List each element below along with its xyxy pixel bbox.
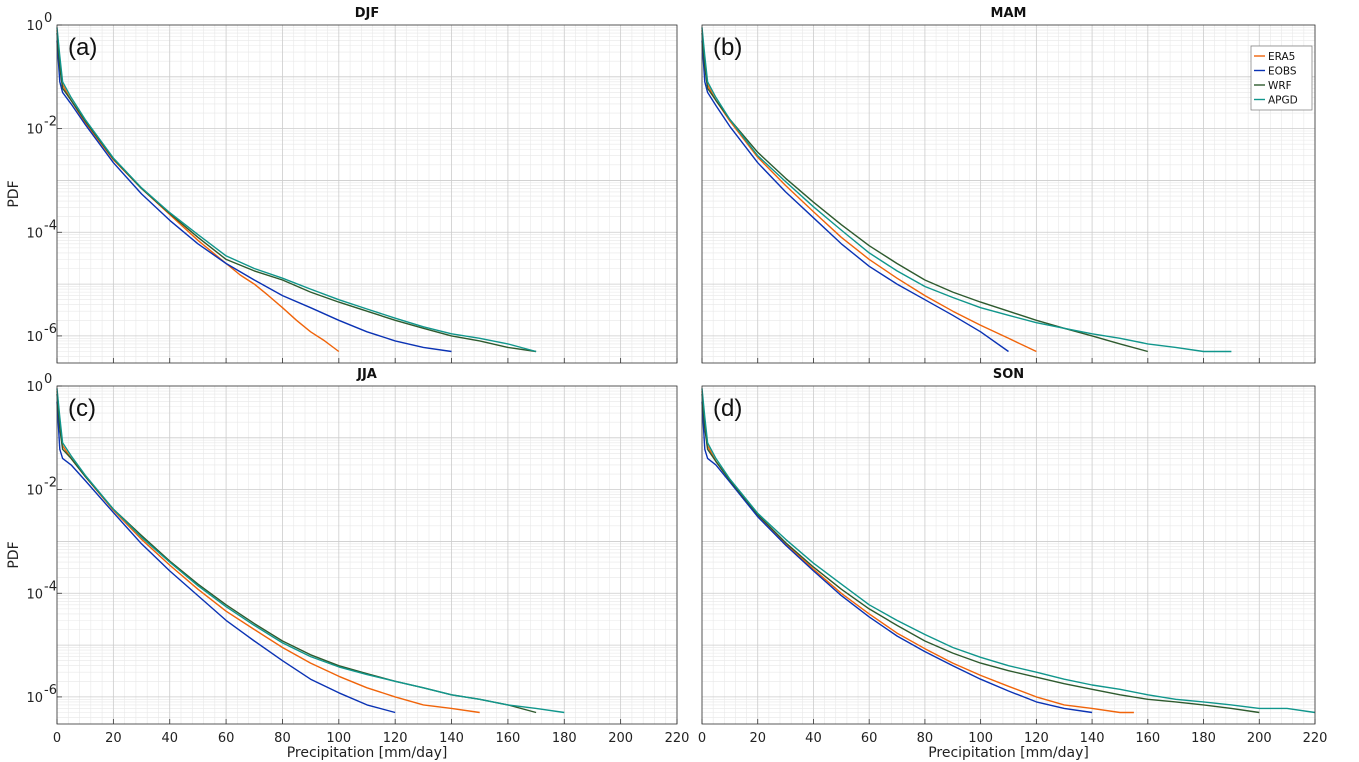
x-tick-label: 200: [1247, 731, 1272, 746]
axes-frame: [56, 24, 678, 364]
panel-title: JJA: [356, 367, 377, 382]
panel-letter: (c): [68, 395, 96, 422]
x-tick-label: 80: [274, 731, 291, 746]
x-axis-label: Precipitation [mm/day]: [928, 745, 1089, 761]
series-line-eobs: [56, 40, 452, 353]
x-tick-label: 40: [161, 731, 178, 746]
y-tick-exponent: -2: [44, 476, 57, 491]
x-tick-label: 160: [1135, 731, 1160, 746]
x-tick-label: 60: [861, 731, 878, 746]
series-line-apgd: [701, 27, 1232, 353]
series-line-wrf: [56, 32, 537, 353]
x-tick-label: 120: [383, 731, 408, 746]
y-tick-exponent: -4: [44, 579, 57, 594]
series-line-apgd: [56, 388, 565, 714]
plot-area: [702, 386, 1315, 724]
x-tick-label: 60: [218, 731, 235, 746]
x-tick-label: 100: [326, 731, 351, 746]
panel-jja: 0 20 40 60 80 100 120 140 160 180 200 22010010-210-…: [6, 367, 689, 761]
y-tick-label: 10: [26, 380, 43, 395]
x-tick-label: 80: [917, 731, 934, 746]
legend-entry-eobs: EOBS: [1268, 66, 1297, 78]
y-tick-exponent: 0: [44, 11, 52, 26]
series-line-apgd: [56, 27, 537, 353]
y-tick-exponent: -6: [44, 322, 57, 337]
y-axis-label: PDF: [6, 541, 22, 568]
x-tick-label: 200: [608, 731, 633, 746]
y-tick-exponent: 0: [44, 372, 52, 387]
panel-title: DJF: [355, 6, 380, 21]
x-tick-label: 100: [968, 731, 993, 746]
x-tick-label: 160: [495, 731, 520, 746]
x-tick-label: 220: [665, 731, 690, 746]
y-tick-label: 10: [26, 123, 43, 138]
series-line-wrf: [701, 393, 1260, 714]
plot-area: [57, 25, 677, 363]
y-axis-label: PDF: [6, 180, 22, 207]
legend: ERA5 EOBS WRF APGD: [1250, 45, 1313, 111]
series-group: [701, 388, 1316, 714]
legend-entry-era5: ERA5: [1268, 51, 1295, 63]
series-line-eobs: [701, 401, 1093, 714]
y-tick-exponent: -6: [44, 683, 57, 698]
series-group: [56, 27, 537, 353]
x-tick-label: 180: [1191, 731, 1216, 746]
legend-entry-apgd: APGD: [1268, 95, 1298, 107]
y-tick-exponent: -4: [44, 218, 57, 233]
axes-frame: [701, 385, 1316, 725]
y-tick-label: 10: [26, 330, 43, 345]
y-tick-label: 10: [26, 226, 43, 241]
series-line-apgd: [701, 388, 1316, 714]
x-tick-label: 20: [105, 731, 122, 746]
panel-son: 0 20 40 60 80 100 120 140 160 180 200 220 SON (d) Prec…: [698, 367, 1328, 761]
legend-entry-wrf: WRF: [1268, 80, 1292, 92]
axes-frame: [701, 24, 1316, 364]
x-tick-label: 0: [698, 731, 706, 746]
series-group: [56, 388, 565, 714]
y-tick-label: 10: [26, 587, 43, 602]
x-tick-label: 40: [805, 731, 822, 746]
y-tick-label: 10: [26, 19, 43, 34]
y-tick-label: 10: [26, 484, 43, 499]
y-tick-exponent: -2: [44, 115, 57, 130]
x-tick-label: 20: [749, 731, 766, 746]
x-tick-label: 220: [1303, 731, 1328, 746]
panel-letter: (b): [713, 34, 742, 61]
grid: [56, 24, 678, 364]
axes-frame: [56, 385, 678, 725]
x-tick-label: 120: [1024, 731, 1049, 746]
panel-mam: MAM (b) ERA5 EOBS WRF APGD: [701, 6, 1316, 364]
x-axis-label: Precipitation [mm/day]: [287, 745, 448, 761]
panel-letter: (d): [713, 395, 742, 422]
x-tick-label: 0: [53, 731, 61, 746]
panel-title: MAM: [991, 6, 1027, 21]
plot-area: [57, 386, 677, 724]
x-tick-label: 140: [439, 731, 464, 746]
x-tick-label: 140: [1080, 731, 1105, 746]
panel-letter: (a): [68, 34, 97, 61]
panel-title: SON: [993, 367, 1024, 382]
x-tick-label: 180: [552, 731, 577, 746]
series-group: [701, 27, 1232, 353]
series-line-eobs: [56, 401, 396, 714]
series-line-eobs: [701, 40, 1009, 353]
y-tick-label: 10: [26, 691, 43, 706]
series-line-era5: [701, 29, 1037, 353]
